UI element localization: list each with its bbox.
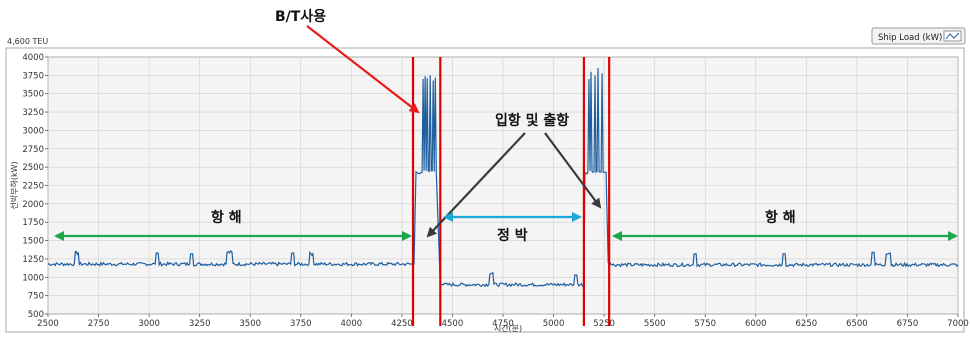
x-tick-label: 3500 — [239, 319, 261, 329]
x-tick-label: 7000 — [947, 319, 969, 329]
x-tick-label: 3750 — [290, 319, 312, 329]
legend[interactable]: Ship Load (kW) — [871, 27, 966, 45]
y-tick-label: 2250 — [22, 182, 44, 192]
x-tick-label: 4750 — [492, 319, 514, 329]
x-tick-label: 5250 — [593, 319, 615, 329]
x-tick-label: 5000 — [543, 319, 565, 329]
legend-box — [871, 27, 966, 45]
x-tick-label: 6750 — [897, 319, 919, 329]
annotation-voyage-left: 항 해 — [211, 209, 242, 226]
x-tick-label: 2500 — [37, 319, 59, 329]
annotation-port: 입항 및 출항 — [495, 112, 569, 129]
x-tick-label: 2750 — [88, 319, 110, 329]
x-tick-label: 4250 — [391, 319, 413, 329]
y-tick-label: 3250 — [22, 108, 44, 118]
x-axis: 2500 2750 3000 3250 3500 3750 4000 4250 4500 4750… — [37, 314, 969, 329]
x-tick-label: 4000 — [341, 319, 363, 329]
x-tick-label: 5500 — [644, 319, 666, 329]
annotation-bt-arrow — [306, 25, 420, 114]
x-tick-label: 3250 — [189, 319, 211, 329]
x-axis-title: 시간(분) — [494, 323, 522, 333]
y-tick-label: 2750 — [22, 145, 44, 155]
x-tick-label: 6500 — [846, 319, 868, 329]
annotation-bt: B/T사용 — [275, 9, 326, 25]
y-tick-label: 3000 — [22, 126, 44, 136]
y-tick-label: 1000 — [22, 273, 44, 283]
grid — [47, 56, 959, 315]
y-tick-label: 4000 — [22, 53, 44, 63]
x-tick-label: 3000 — [138, 319, 160, 329]
annotation-mooring: 정 박 — [497, 227, 528, 244]
y-axis-title: 선박부하(kW) — [9, 161, 19, 209]
legend-label: Ship Load (kW) — [878, 33, 942, 43]
y-tick-label: 500 — [28, 310, 44, 320]
y-tick-label: 1750 — [22, 218, 44, 228]
x-tick-label: 4500 — [442, 319, 464, 329]
x-tick-label: 6250 — [796, 319, 818, 329]
legend-line-icon — [945, 32, 960, 40]
series-line-ship-load — [47, 67, 959, 288]
y-tick-label: 750 — [28, 292, 44, 302]
x-tick-label: 6000 — [745, 319, 767, 329]
annotation-voyage-right: 항 해 — [765, 209, 796, 226]
phase-boundaries — [411, 57, 611, 326]
annotations: B/T사용 입항 및 출항 항 해 정 박 항 해 — [54, 9, 958, 244]
y-tick-label: 2500 — [22, 163, 44, 173]
annotation-port-arrow-right — [544, 132, 602, 209]
y-tick-label: 1500 — [22, 237, 44, 247]
y-tick-label: 3750 — [22, 71, 44, 81]
y-tick-label: 3500 — [22, 90, 44, 100]
y-tick-label: 2000 — [22, 200, 44, 210]
x-tick-label: 5750 — [694, 319, 716, 329]
corner-label: 4,600 TEU — [7, 37, 48, 46]
y-axis: 500 750 1000 1250 1500 1750 2000 2250 2500 2750 30… — [22, 53, 48, 320]
y-tick-label: 1250 — [22, 255, 44, 265]
